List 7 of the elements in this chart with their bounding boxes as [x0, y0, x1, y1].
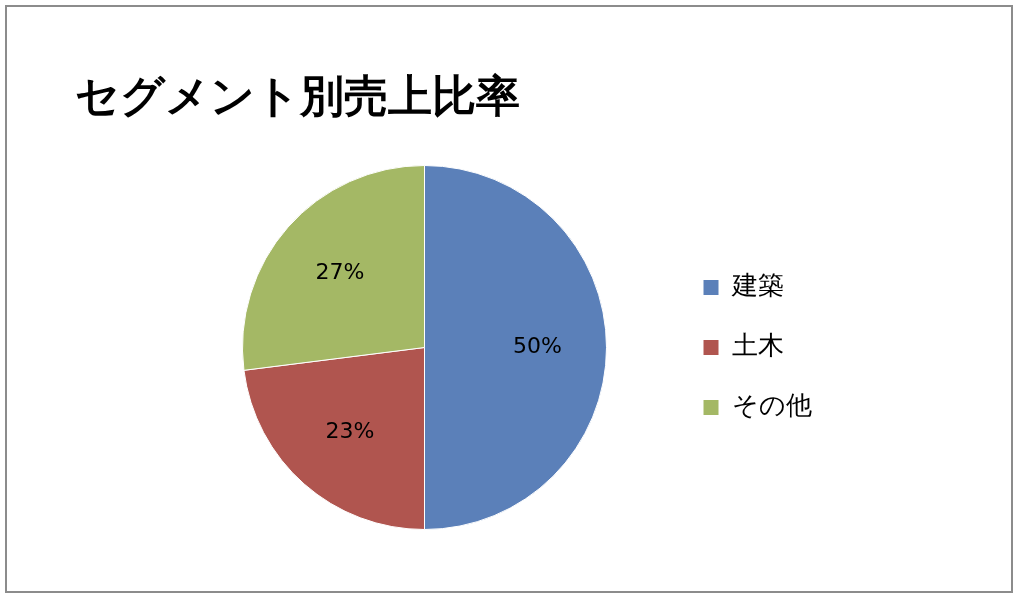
data-label: 50%	[512, 333, 562, 359]
data-label: 23%	[325, 417, 375, 443]
legend-label: 建築	[731, 270, 784, 301]
legend-label: 土木	[732, 330, 784, 361]
data-label: 27%	[315, 258, 365, 284]
chart-title: セグメント別売上比率	[75, 70, 520, 122]
legend-label: その他	[732, 390, 812, 421]
